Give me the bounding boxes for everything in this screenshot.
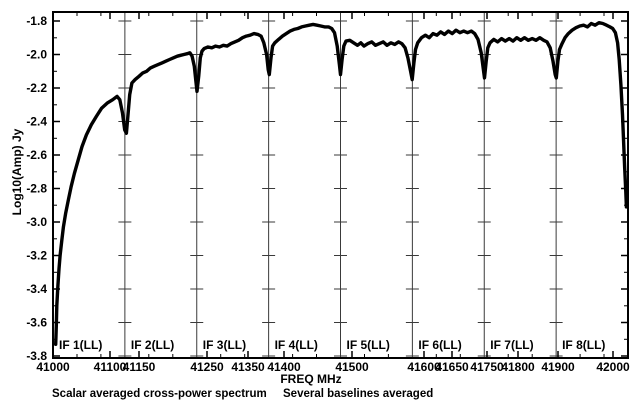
x-axis-title: FREQ MHz [280, 372, 342, 386]
y-axis-title: Log10(Amp) Jy [10, 128, 24, 216]
y-tick-label: -2.2 [26, 81, 47, 95]
spectrum-curve [54, 21, 629, 346]
x-tick-label: 41600 [407, 360, 441, 374]
x-tick-label: 41150 [123, 360, 156, 374]
y-tick-label: -3.0 [26, 215, 47, 229]
y-tick-label: -2.8 [26, 182, 47, 196]
x-tick-label: 41500 [335, 360, 369, 374]
if-panel-label: IF 7(LL) [490, 338, 533, 352]
if-panel-label: IF 6(LL) [418, 338, 461, 352]
if-panel-label: IF 4(LL) [275, 338, 318, 352]
y-tick-label: -2.6 [26, 148, 47, 162]
y-tick-label: -3.4 [26, 282, 47, 296]
if-panel-label: IF 5(LL) [347, 338, 390, 352]
x-tick-label: 41350 [231, 360, 265, 374]
if-panel-label: IF 8(LL) [562, 338, 605, 352]
if-panel-label: IF 3(LL) [203, 338, 246, 352]
y-axis: -1.8 -2.0 -2.2 -2.4 -2.6 -2.8 -3.0 -3.2 -3.4 -3.6… [26, 14, 628, 363]
x-tick-label: 41650 [435, 360, 469, 374]
x-tick-label: 41400 [267, 360, 301, 374]
if-labels: IF 1(LL) IF 2(LL) IF 3(LL) IF 4(LL) IF 5(LL)… [59, 338, 605, 352]
x-tick-label: 41000 [36, 360, 70, 374]
y-tick-label: -2.4 [26, 115, 47, 129]
if-panel-label: IF 1(LL) [59, 338, 102, 352]
x-tick-label: 41900 [541, 360, 575, 374]
x-tick-label: 42000 [596, 360, 630, 374]
plot-caption-averaging: Several baselines averaged [283, 388, 434, 400]
plot-frame [52, 11, 629, 359]
y-tick-label: -2.0 [26, 48, 47, 62]
if-panel-label: IF 2(LL) [131, 338, 174, 352]
x-tick-label: 41100 [94, 360, 127, 374]
x-tick-label: 41250 [190, 360, 224, 374]
y-tick-label: -3.2 [26, 249, 47, 263]
plot-caption-type: Scalar averaged cross-power spectrum [52, 388, 267, 400]
x-tick-label: 41750 [470, 360, 504, 374]
y-tick-label: -1.8 [26, 14, 47, 28]
y-tick-label: -3.6 [26, 316, 47, 330]
x-tick-label: 41800 [501, 360, 535, 374]
y-tick-label: -3.8 [26, 349, 47, 363]
